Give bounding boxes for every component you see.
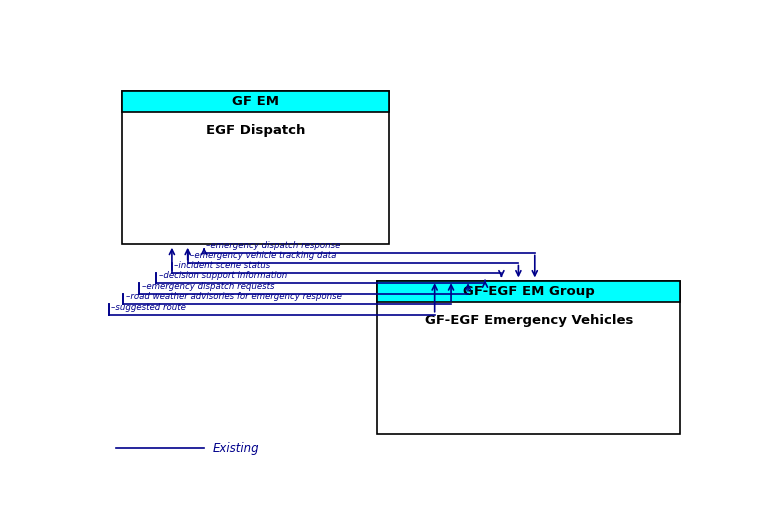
Text: –emergency vehicle tracking data: –emergency vehicle tracking data [190, 251, 337, 260]
Text: Existing: Existing [213, 442, 260, 455]
Text: –road weather advisories for emergency response: –road weather advisories for emergency r… [126, 292, 341, 301]
Bar [377, 281, 680, 302]
Text: –suggested route: –suggested route [111, 303, 186, 312]
Bar [122, 91, 389, 112]
Text: GF-EGF EM Group: GF-EGF EM Group [463, 285, 594, 298]
Bar [122, 91, 389, 244]
Text: –emergency dispatch requests: –emergency dispatch requests [142, 282, 274, 291]
Text: GF-EGF Emergency Vehicles: GF-EGF Emergency Vehicles [424, 314, 633, 327]
Text: –decision support information: –decision support information [158, 271, 287, 280]
Bar [377, 281, 680, 434]
Text: EGF Dispatch: EGF Dispatch [206, 124, 305, 137]
Text: –emergency dispatch response: –emergency dispatch response [207, 241, 341, 250]
Text: –incident scene status: –incident scene status [175, 261, 271, 270]
Text: GF EM: GF EM [232, 95, 280, 108]
